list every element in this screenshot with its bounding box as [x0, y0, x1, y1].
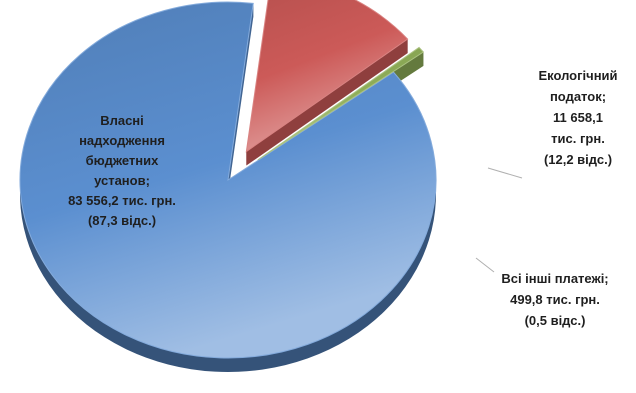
data-label-line: надходження	[79, 133, 165, 148]
data-label-line: бюджетних	[86, 153, 160, 168]
data-label-line: Всі інші платежі;	[501, 271, 608, 286]
data-label-власні-надходження-бюджетних-установ: Власні надходження бюджетних установ; 83 556…	[68, 113, 176, 228]
pie-top-layer	[19, 0, 437, 359]
pie-slice-власні-надходження-бюджетних-установ	[19, 1, 437, 359]
data-label-line: (87,3 відс.)	[88, 213, 156, 228]
data-label-line: (12,2 відс.)	[544, 152, 612, 167]
slice-labels: Власні надходження бюджетних установ; 83 556…	[68, 68, 617, 328]
data-label-line: тис. грн.	[551, 131, 605, 146]
pie-slice-всі-інші-платежі	[257, 46, 425, 161]
data-label-line: Екологічний	[538, 68, 617, 83]
leader-line-екологічний-податок	[487, 167, 523, 179]
data-label-line: 11 658,1	[553, 110, 603, 125]
data-label-line: 499,8 тис. грн.	[510, 292, 600, 307]
leader-line-всі-інші-платежі	[475, 257, 495, 273]
data-label-line: податок;	[550, 89, 606, 104]
data-label-line: 83 556,2 тис. грн.	[68, 193, 176, 208]
data-label-line: Власні	[100, 113, 144, 128]
leader-lines	[475, 167, 523, 273]
data-label-всі-інші-платежі: Всі інші платежі; 499,8 тис. грн. (0,5 від…	[501, 271, 608, 328]
pie-slice-екологічний-податок	[245, 0, 409, 153]
data-label-line: (0,5 відс.)	[525, 313, 586, 328]
slice-edge-екологічний-податок-1	[246, 39, 408, 166]
data-label-екологічний-податок: Екологічний податок; 11 658,1 тис. грн. (12,…	[538, 68, 617, 167]
data-label-line: установ;	[94, 173, 150, 188]
